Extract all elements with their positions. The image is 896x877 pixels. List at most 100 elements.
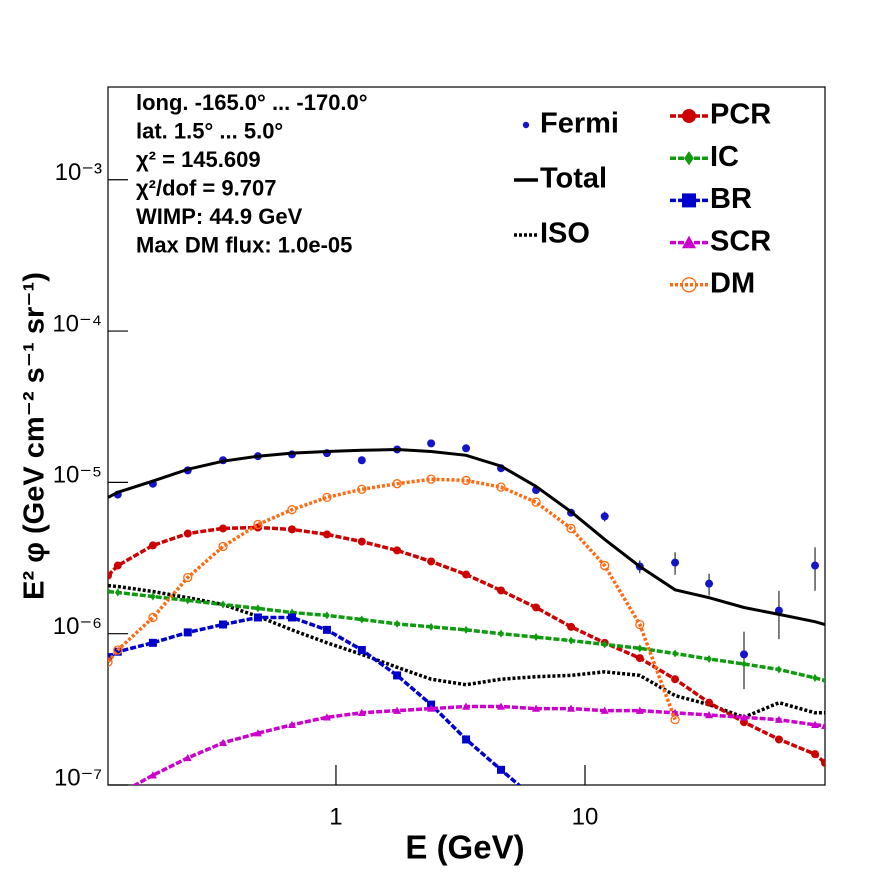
legend-item: DM bbox=[670, 267, 755, 299]
marker bbox=[600, 512, 609, 521]
y-tick-label: 10⁻⁷ bbox=[54, 764, 102, 791]
x-tick-label: 10 bbox=[572, 803, 599, 830]
marker bbox=[811, 561, 820, 570]
marker bbox=[821, 721, 825, 730]
marker bbox=[150, 592, 156, 601]
marker bbox=[183, 572, 193, 583]
series-line bbox=[131, 704, 825, 785]
marker bbox=[113, 561, 122, 570]
legend-item: Fermi bbox=[522, 108, 619, 140]
marker bbox=[183, 753, 192, 762]
marker bbox=[811, 750, 820, 759]
marker bbox=[672, 649, 678, 658]
marker bbox=[671, 675, 680, 684]
marker bbox=[114, 791, 122, 798]
legend-label: SCR bbox=[710, 225, 771, 257]
marker bbox=[498, 629, 504, 638]
marker bbox=[183, 529, 192, 538]
marker bbox=[108, 657, 113, 667]
x-axis-label: E (GeV) bbox=[405, 829, 524, 866]
marker bbox=[322, 713, 331, 721]
marker bbox=[392, 479, 402, 489]
marker bbox=[533, 633, 539, 642]
marker bbox=[220, 600, 226, 609]
marker bbox=[253, 729, 262, 737]
marker bbox=[324, 611, 330, 620]
marker bbox=[532, 796, 540, 804]
marker bbox=[774, 715, 783, 723]
plot-area bbox=[104, 439, 825, 837]
marker bbox=[812, 673, 818, 682]
marker bbox=[148, 638, 157, 647]
marker bbox=[184, 596, 191, 605]
marker bbox=[776, 665, 782, 674]
marker bbox=[427, 439, 436, 448]
marker bbox=[462, 735, 471, 744]
legend-label: BR bbox=[710, 183, 752, 215]
marker bbox=[393, 671, 402, 680]
marker bbox=[705, 698, 714, 707]
marker bbox=[637, 644, 643, 653]
marker bbox=[497, 765, 506, 774]
legend-label: IC bbox=[710, 141, 739, 173]
marker bbox=[567, 829, 575, 837]
marker bbox=[253, 519, 263, 530]
x-tick-label: 1 bbox=[329, 803, 342, 830]
legend-label: PCR bbox=[710, 99, 771, 131]
marker bbox=[113, 645, 123, 655]
legend-item: PCR bbox=[670, 99, 771, 131]
marker bbox=[114, 588, 121, 597]
marker bbox=[811, 720, 820, 728]
marker bbox=[255, 604, 261, 613]
y-tick-label: 10⁻⁵ bbox=[53, 462, 102, 489]
marker bbox=[497, 702, 506, 710]
marker bbox=[428, 622, 434, 631]
marker bbox=[322, 492, 332, 503]
annotation: Max DM flux: 1.0e-05 bbox=[136, 232, 352, 257]
marker bbox=[497, 586, 506, 595]
marker bbox=[218, 541, 228, 552]
marker bbox=[568, 636, 574, 645]
marker bbox=[462, 444, 471, 453]
marker bbox=[682, 109, 696, 123]
marker bbox=[253, 613, 262, 622]
annotation: long. -165.0° ... -170.0° bbox=[136, 90, 368, 115]
marker bbox=[357, 484, 367, 494]
marker bbox=[108, 571, 112, 580]
y-tick-label: 10⁻⁴ bbox=[52, 310, 102, 337]
marker bbox=[601, 640, 608, 649]
marker bbox=[567, 622, 576, 631]
marker bbox=[288, 613, 297, 622]
marker bbox=[426, 474, 436, 484]
marker bbox=[148, 541, 157, 550]
marker bbox=[739, 713, 748, 721]
marker bbox=[531, 497, 541, 507]
marker bbox=[104, 801, 112, 808]
marker bbox=[461, 475, 471, 486]
marker bbox=[821, 758, 825, 767]
marker bbox=[670, 715, 680, 725]
legend-label: Total bbox=[540, 163, 607, 195]
marker bbox=[532, 704, 541, 712]
marker bbox=[600, 706, 609, 714]
marker bbox=[566, 523, 576, 534]
marker bbox=[682, 235, 696, 249]
marker bbox=[567, 704, 576, 712]
series-line bbox=[108, 477, 677, 721]
legend-item: BR bbox=[670, 183, 752, 215]
annotation: χ²/dof = 9.707 bbox=[136, 175, 276, 200]
marker bbox=[394, 619, 400, 628]
marker bbox=[322, 625, 331, 634]
marker bbox=[427, 704, 436, 712]
marker bbox=[322, 530, 331, 539]
annotation: WIMP: 44.9 GeV bbox=[136, 204, 303, 229]
marker bbox=[183, 628, 192, 637]
y-tick-label: 10⁻³ bbox=[55, 159, 102, 186]
marker bbox=[684, 151, 694, 166]
marker bbox=[462, 702, 471, 710]
marker bbox=[219, 620, 228, 629]
marker bbox=[532, 603, 541, 612]
y-axis-label: E² φ (GeV cm⁻² s⁻¹ sr⁻¹) bbox=[19, 272, 51, 600]
marker bbox=[635, 706, 644, 714]
